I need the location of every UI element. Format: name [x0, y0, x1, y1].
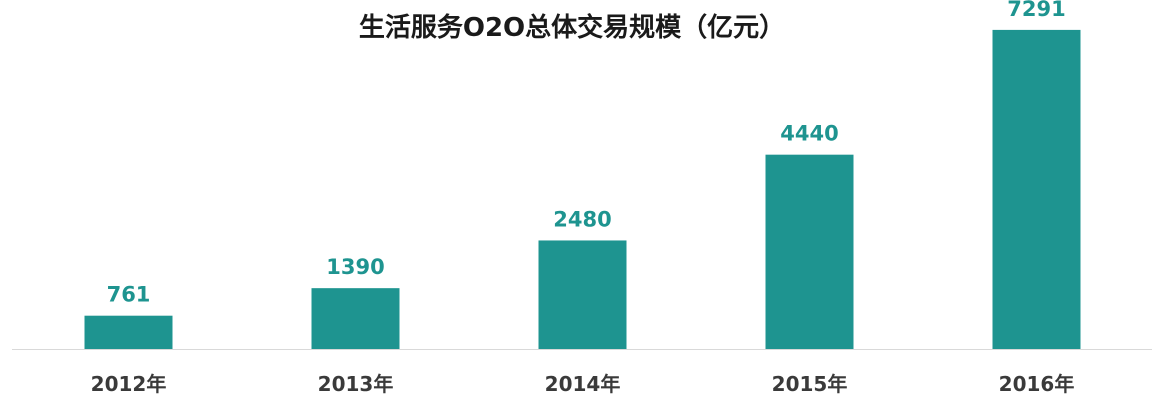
value-label-0: 761 — [107, 283, 151, 307]
bar-1 — [311, 288, 400, 349]
value-label-2: 2480 — [553, 207, 611, 231]
bar-4 — [992, 29, 1081, 349]
value-label-1: 1390 — [326, 255, 384, 279]
value-label-3: 4440 — [780, 122, 838, 146]
x-tick-label-0: 2012年 — [91, 372, 167, 396]
bar-3 — [765, 154, 854, 349]
bar-0 — [84, 315, 173, 349]
bars-layer — [84, 29, 1081, 349]
x-tick-label-2: 2014年 — [545, 372, 621, 396]
chart-title: 生活服务O2O总体交易规模（亿元） — [359, 12, 785, 43]
value-labels-layer: 761 1390 2480 4440 7291 — [107, 0, 1066, 307]
x-tick-label-3: 2015年 — [772, 372, 848, 396]
x-tick-label-4: 2016年 — [999, 372, 1075, 396]
x-tick-labels-layer: 2012年 2013年 2014年 2015年 2016年 — [91, 372, 1075, 396]
bar-2 — [538, 240, 627, 349]
value-label-4: 7291 — [1007, 0, 1065, 21]
x-tick-label-1: 2013年 — [318, 372, 394, 396]
